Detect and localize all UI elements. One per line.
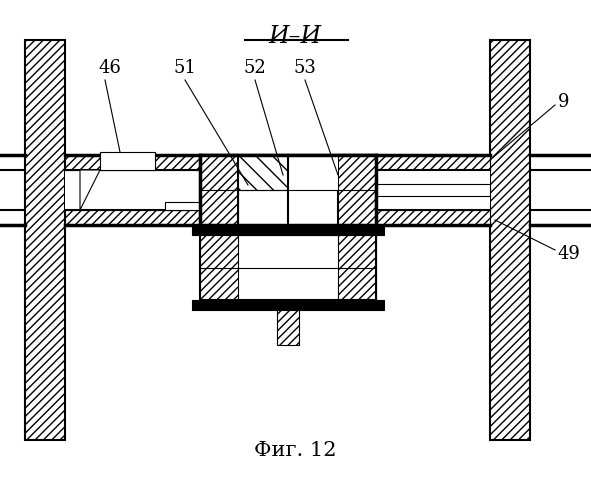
Bar — [65, 210, 490, 225]
Bar — [288, 155, 338, 190]
Bar — [100, 152, 155, 170]
Text: 9: 9 — [558, 93, 570, 111]
Bar — [192, 300, 384, 310]
Bar — [238, 155, 288, 190]
Bar — [238, 235, 338, 300]
Bar — [376, 170, 490, 210]
Bar — [25, 40, 65, 440]
Bar — [277, 310, 299, 345]
Bar — [338, 235, 376, 300]
Bar — [65, 155, 490, 170]
Bar — [200, 155, 238, 225]
Bar — [338, 155, 376, 225]
Polygon shape — [80, 170, 100, 210]
Text: 51: 51 — [174, 59, 196, 77]
Bar — [65, 170, 490, 210]
Bar — [238, 155, 338, 225]
Bar — [165, 202, 200, 210]
Text: 49: 49 — [558, 245, 581, 263]
Bar — [376, 184, 490, 196]
Bar — [200, 235, 238, 300]
Text: Фиг. 12: Фиг. 12 — [254, 440, 336, 460]
Bar — [192, 225, 384, 235]
Text: 53: 53 — [294, 59, 316, 77]
Text: И–И: И–И — [268, 25, 322, 48]
Text: 46: 46 — [99, 59, 121, 77]
Bar — [490, 40, 530, 440]
Text: 52: 52 — [243, 59, 267, 77]
